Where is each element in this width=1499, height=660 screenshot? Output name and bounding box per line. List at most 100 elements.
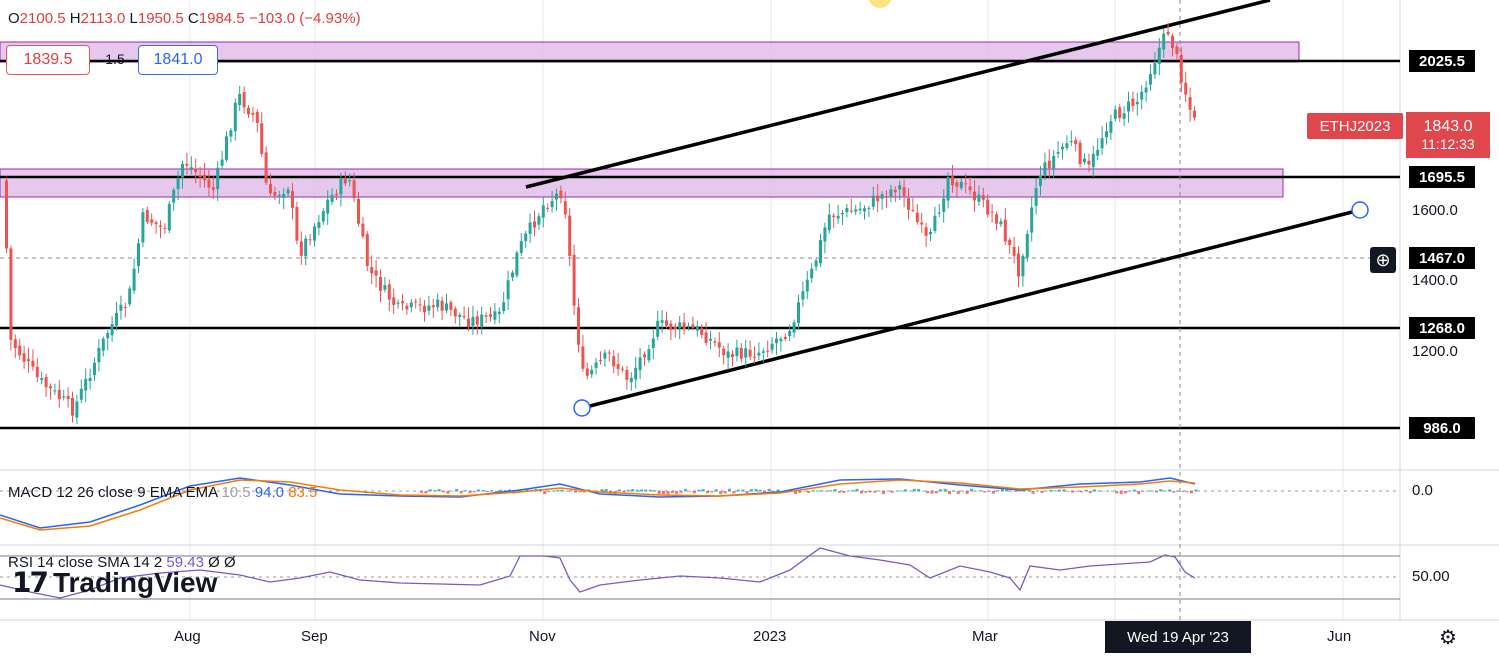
candle-body [35,366,39,378]
candle-body [242,92,246,108]
macd-histogram-bar [1075,491,1079,492]
candle-body [572,254,576,306]
candle-body [453,308,457,317]
macd-histogram-bar [1141,491,1145,492]
macd-histogram-bar [424,491,428,494]
candle-body [898,185,902,190]
candle-body [251,112,255,115]
candle-body [669,323,673,330]
candle-body [1179,54,1183,83]
candle-body [247,107,250,115]
candle-body [27,359,30,362]
candle-body [282,194,286,198]
support-zone [0,168,1284,198]
macd-histogram-bar [635,489,639,492]
macd-histogram-bar [1159,489,1163,492]
macd-histogram-bar [939,489,943,492]
macd-histogram-bar [851,490,855,492]
candle-body [1122,113,1126,119]
macd-histogram-bar [459,491,463,494]
candle-body [744,348,748,358]
macd-legend[interactable]: MACD 12 26 close 9 EMA EMA 10.5 94.0 83.… [8,484,318,501]
macd-histogram-bar [490,490,494,492]
candle-body [1083,158,1086,163]
macd-histogram-bar [750,489,753,492]
candle-body [929,231,932,235]
price-label-2025: 2025.5 [1409,50,1475,72]
candle-body [528,222,532,234]
candle-body [343,178,347,184]
macd-histogram-bar [877,490,881,492]
macd-histogram-bar [604,489,608,492]
buy-button[interactable]: 1841.0 [138,45,218,75]
rsi-legend[interactable]: RSI 14 close SMA 14 2 59.43 Ø Ø [8,554,236,571]
macd-histogram-bar [816,490,819,492]
macd-histogram-bar [996,490,1000,492]
macd-histogram-bar [798,491,802,493]
candle-body [959,181,963,189]
candle-body [18,345,22,356]
macd-histogram-bar [662,491,665,495]
candle-body [1043,162,1047,176]
candle-body [220,159,224,166]
macd-histogram-bar [1080,491,1083,493]
candle-body [1166,31,1170,35]
candle-body [365,233,369,266]
candle-body [176,178,180,190]
candle-body [519,241,523,253]
candle-body [814,260,818,267]
macd-histogram-bar [921,490,925,492]
gear-icon[interactable]: ⚙ [1439,626,1457,649]
time-label-nov: Nov [529,628,556,645]
channel-upper [525,0,1271,189]
candle-body [1034,188,1038,206]
candle-body [194,168,198,173]
candle-body [374,270,378,276]
macd-histogram-bar [802,490,806,492]
candle-body [995,214,998,224]
candle-body [1153,63,1157,75]
macd-histogram-bar [714,489,718,492]
candle-body [225,136,228,160]
rsi-axis-50: 50.00 [1412,568,1450,585]
tradingview-logo[interactable]: 𝟭𝟳 TradingView [12,566,218,599]
candle-body [163,227,167,229]
candle-body [462,316,466,318]
candle-body [902,187,906,196]
candle-body [229,130,233,137]
candle-body [1105,131,1108,138]
candle-body [1127,101,1130,112]
candle-body [396,302,400,304]
time-label-2023: 2023 [753,628,787,645]
candle-body [559,190,563,199]
candle-body [418,304,422,306]
macd-histogram-bar [433,490,437,492]
candle-body [968,186,972,191]
candle-body [581,346,585,369]
candle-body [299,241,303,256]
macd-histogram-bar [1027,490,1031,492]
candle-body [31,360,35,367]
sell-button[interactable]: 1839.5 [6,45,90,75]
plus-circle-icon[interactable]: ⊕ [1370,247,1396,273]
candle-body [84,378,88,391]
macd-histogram-bar [890,491,894,493]
time-crosshair-label: Wed 19 Apr '23 [1105,621,1251,653]
macd-histogram-bar [987,491,991,492]
macd-histogram-bar [1000,489,1004,492]
candle-body [326,199,330,214]
candle-body [277,195,281,197]
candle-body [115,312,118,326]
candle-body [1012,246,1016,256]
macd-histogram-bar [670,491,674,493]
macd-histogram-bar [626,489,630,492]
candle-body [361,223,365,237]
macd-histogram-bar [1137,491,1141,495]
macd-histogram-bar [442,491,445,493]
macd-histogram-bar [1009,490,1013,492]
macd-histogram-bar [1084,489,1088,492]
candle-body [335,193,338,196]
macd-histogram-bar [692,491,696,494]
macd-histogram-bar [926,491,929,494]
